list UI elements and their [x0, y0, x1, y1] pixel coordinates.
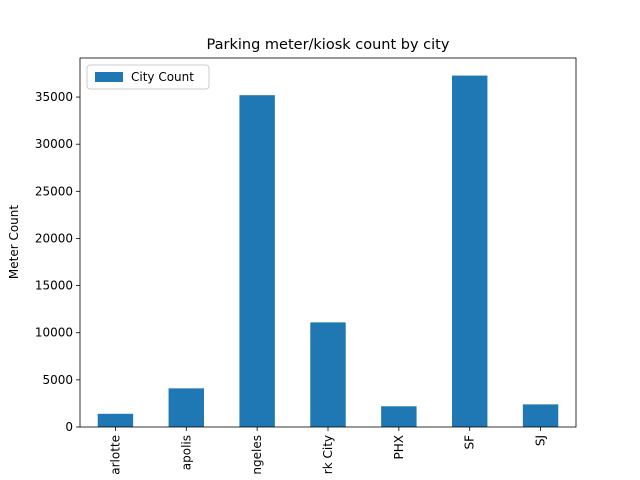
- y-tick-label: 0: [65, 420, 73, 434]
- x-tick-label: SJ: [534, 435, 548, 446]
- bar: [239, 95, 275, 428]
- x-tick-label: PHX: [392, 435, 406, 459]
- x-tick-label: arlotte: [108, 435, 122, 475]
- x-tick-label: apolis: [179, 435, 193, 470]
- plot-frame: [79, 57, 577, 428]
- bar: [168, 388, 204, 427]
- bar: [452, 75, 488, 428]
- y-tick-label: 20000: [35, 231, 73, 245]
- bar: [522, 404, 559, 427]
- y-tick-label: 30000: [35, 137, 73, 151]
- y-tick-label: 10000: [35, 326, 73, 340]
- legend-swatch: [95, 72, 123, 82]
- legend: City Count: [86, 64, 210, 90]
- y-tick-label: 5000: [42, 373, 73, 387]
- y-axis-label: Meter Count: [7, 205, 21, 280]
- legend-box: [86, 64, 210, 90]
- bar: [310, 322, 346, 427]
- x-tick-label: ngeles: [250, 435, 264, 475]
- y-tick-label: 15000: [35, 279, 73, 293]
- legend-label: City Count: [131, 70, 194, 84]
- chart-title: Parking meter/kiosk count by city: [207, 37, 450, 53]
- x-tick-label: rk City: [321, 435, 335, 474]
- bar: [381, 406, 417, 427]
- y-tick-label: 35000: [35, 90, 73, 104]
- y-tick-label: 25000: [35, 184, 73, 198]
- bar: [97, 413, 134, 427]
- x-tick-label: SF: [463, 435, 477, 450]
